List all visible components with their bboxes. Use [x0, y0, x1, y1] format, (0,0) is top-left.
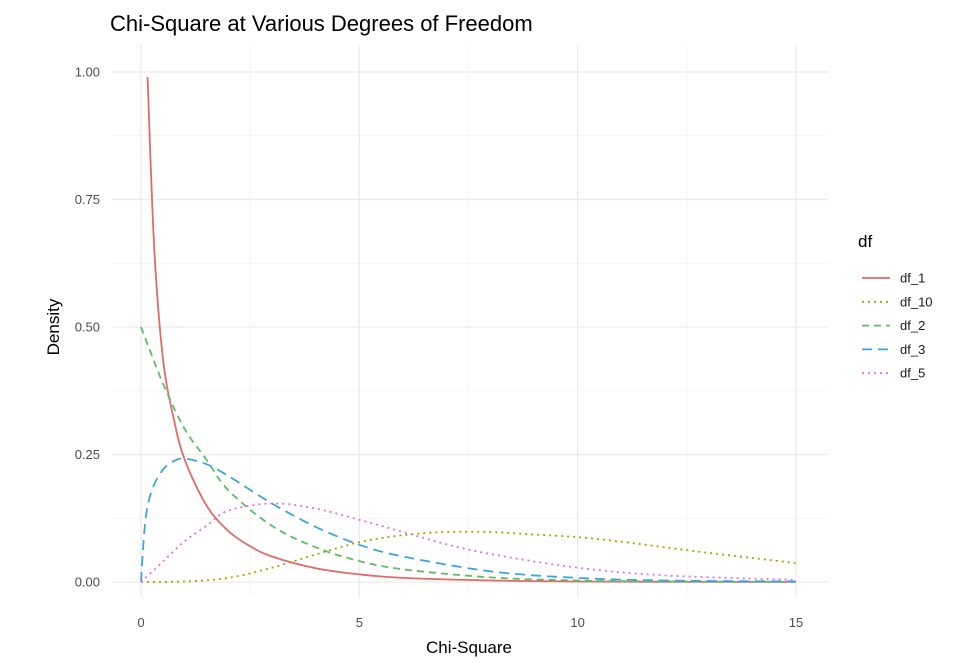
series-line-df-5: [140, 502, 797, 583]
x-tick-label: 15: [789, 615, 803, 630]
legend: df df_1 df_10 df_2 df_3 df_5: [858, 232, 933, 381]
legend-label: df_3: [900, 342, 925, 357]
legend-label: df_1: [900, 271, 925, 286]
axis-ticks: 0 5 10 15 0.00 0.25 0.50 0.75 1.00: [75, 65, 804, 631]
y-tick-label: 0.50: [75, 320, 100, 335]
chart-title: Chi-Square at Various Degrees of Freedom: [110, 11, 533, 36]
y-tick-label: 0.25: [75, 447, 100, 462]
legend-title: df: [858, 232, 872, 251]
plot-series: [140, 77, 797, 583]
series-line-df-2: [140, 326, 797, 583]
legend-label: df_2: [900, 318, 925, 333]
x-axis-title: Chi-Square: [426, 638, 512, 657]
series-line-df-10: [140, 530, 797, 583]
y-tick-label: 0.00: [75, 575, 100, 590]
legend-label: df_10: [900, 294, 933, 309]
legend-label: df_5: [900, 366, 925, 381]
y-tick-label: 0.75: [75, 192, 100, 207]
grid-lines: [112, 45, 828, 596]
x-tick-label: 0: [137, 615, 144, 630]
x-tick-label: 10: [570, 615, 584, 630]
y-tick-label: 1.00: [75, 65, 100, 80]
x-tick-label: 5: [356, 615, 363, 630]
y-axis-title: Density: [44, 298, 63, 355]
series-line-df-1: [146, 77, 797, 583]
